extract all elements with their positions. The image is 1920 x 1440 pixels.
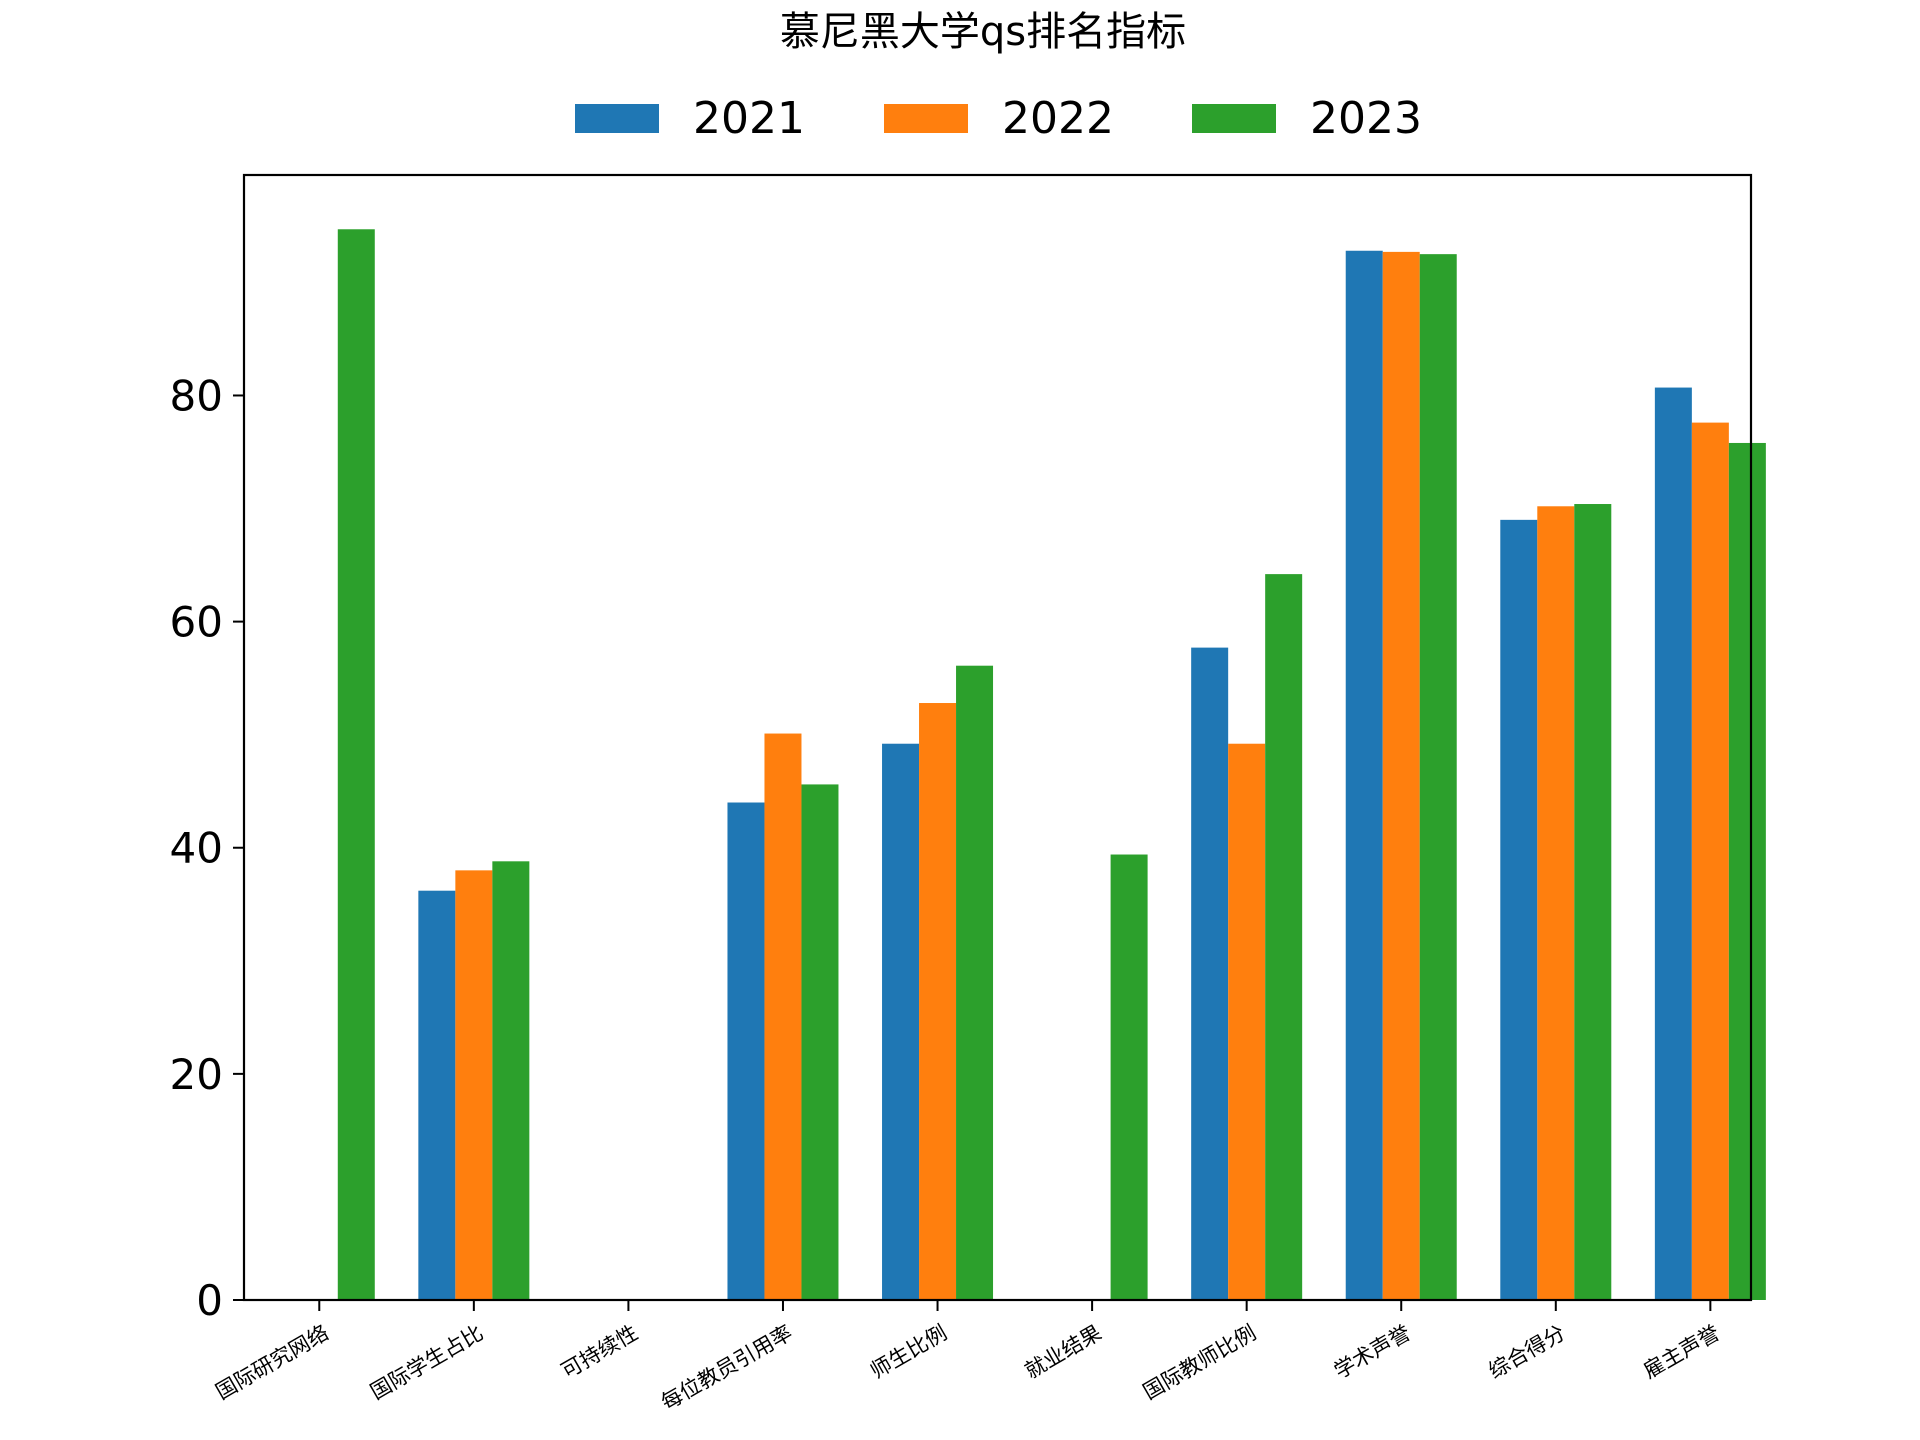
legend-swatch-2021 [575,104,659,133]
legend-swatch-2022 [884,104,968,133]
y-tick-label-0: 0 [196,1276,223,1325]
bar-2021-4 [882,743,920,1300]
bar-2022-3 [764,733,802,1300]
y-tick-label-60: 60 [170,598,223,647]
bar-2021-9 [1654,387,1692,1300]
bar-2022-4 [919,703,957,1300]
bar-2021-1 [418,890,456,1300]
bar-2023-9 [1728,442,1766,1301]
bar-2022-7 [1382,251,1420,1300]
x-tick-label-4: 师生比例 [866,1321,951,1384]
legend-label-2022: 2022 [1002,93,1114,144]
x-tick-label-6: 国际教师比例 [1139,1321,1260,1405]
bar-2022-1 [455,870,493,1300]
plot-frame [242,173,1753,1302]
legend-swatch-2023 [1192,104,1276,133]
x-tick-label-9: 雇主声誉 [1639,1321,1724,1384]
x-tick-label-0: 国际研究网络 [212,1321,333,1405]
bar-2023-5 [1110,854,1148,1300]
bar-2023-6 [1265,574,1303,1300]
x-tick-label-3: 每位教员引用率 [657,1321,796,1415]
x-tick-label-8: 综合得分 [1485,1321,1570,1384]
bar-2021-3 [727,802,765,1300]
bar-2023-3 [801,784,839,1300]
x-tick-label-5: 就业结果 [1021,1321,1106,1384]
bar-2021-8 [1500,519,1538,1300]
bar-2023-0 [337,229,375,1300]
bar-2023-7 [1419,254,1457,1300]
bar-2022-8 [1537,506,1575,1300]
x-tick-label-7: 学术声誉 [1330,1321,1415,1384]
x-tick-label-2: 可持续性 [557,1321,642,1384]
bar-2023-4 [956,665,994,1300]
y-tick-label-80: 80 [170,371,223,420]
chart-title: 慕尼黑大学qs排名指标 [780,9,1186,55]
bar-2023-1 [492,861,530,1300]
bar-2022-6 [1228,743,1266,1300]
legend-label-2023: 2023 [1310,93,1422,144]
legend: 2021 2022 2023 [575,93,1422,144]
bar-2022-9 [1691,422,1729,1300]
bar-2021-6 [1191,647,1229,1300]
bar-2023-8 [1574,504,1612,1300]
bar-2021-7 [1345,250,1383,1300]
y-tick-label-40: 40 [170,824,223,873]
legend-label-2021: 2021 [693,93,805,144]
y-tick-label-20: 20 [170,1050,223,1099]
x-tick-label-1: 国际学生占比 [366,1321,487,1405]
bars-layer [337,229,1766,1301]
